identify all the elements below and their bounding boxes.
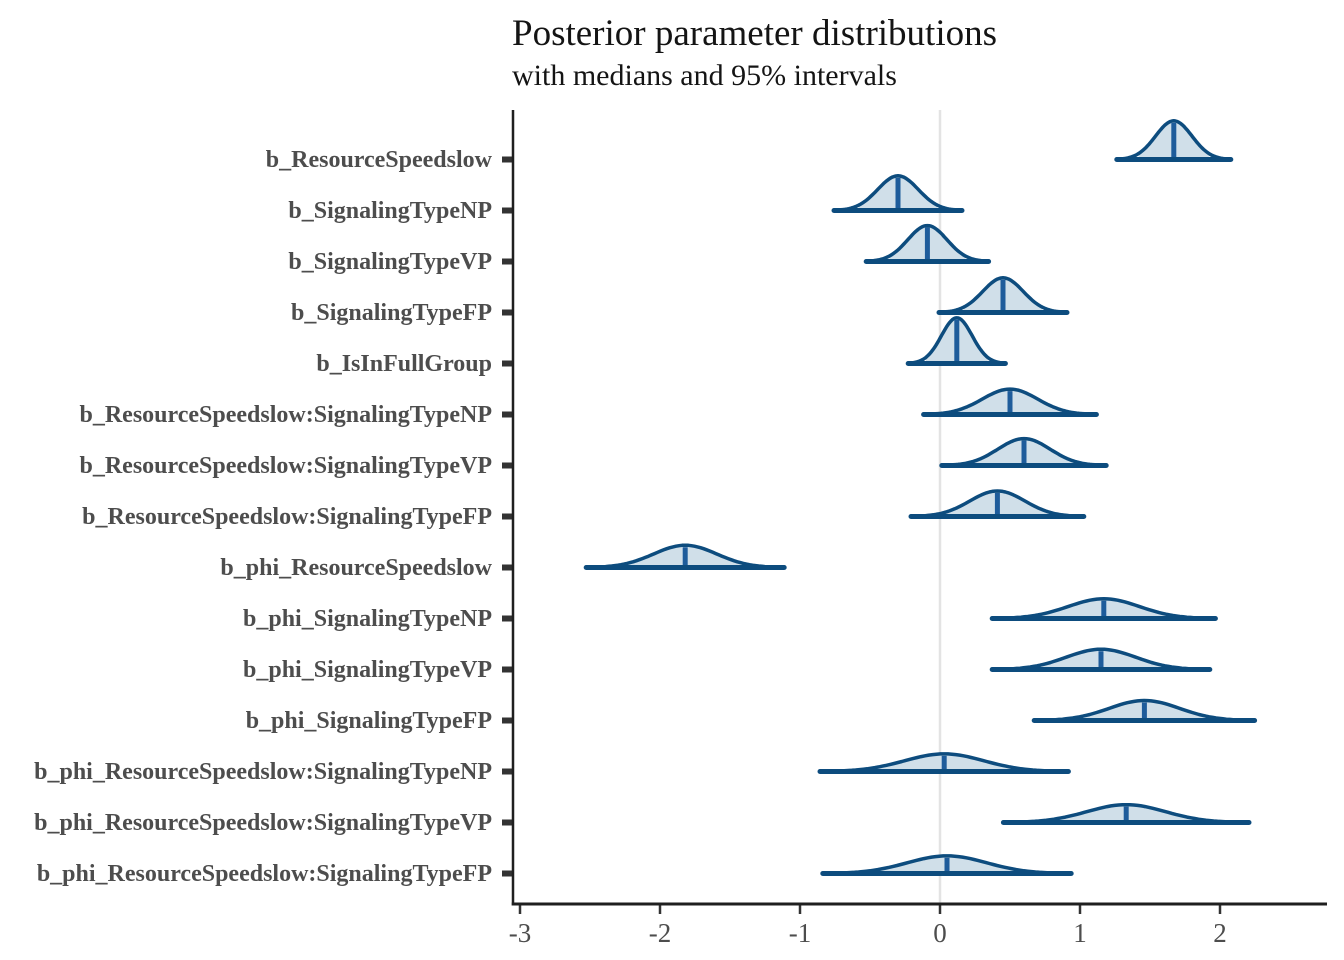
density-outline xyxy=(941,436,1107,468)
y-axis-label: b_ResourceSpeedslow xyxy=(265,146,492,173)
density-row xyxy=(863,223,992,264)
plot-subtitle: with medians and 95% intervals xyxy=(512,59,897,92)
density-outline xyxy=(922,387,1098,417)
y-axis-label: b_phi_SignalingTypeNP xyxy=(243,605,492,632)
y-axis-label: b_phi_SignalingTypeFP xyxy=(245,707,492,734)
x-tick-label: -1 xyxy=(789,918,812,948)
density-row xyxy=(831,174,965,213)
x-tick-label: 1 xyxy=(1073,918,1087,948)
y-axis-label: b_phi_ResourceSpeedslow:SignalingTypeNP xyxy=(34,758,492,785)
y-axis-label: b_ResourceSpeedslow:SignalingTypeNP xyxy=(79,401,493,428)
y-axis-label: b_phi_ResourceSpeedslow:SignalingTypeFP xyxy=(36,860,492,887)
density-row xyxy=(939,436,1109,468)
y-axis-label: b_SignalingTypeNP xyxy=(288,197,492,224)
density-row xyxy=(936,276,1070,315)
density-row xyxy=(583,543,787,570)
density-row xyxy=(908,489,1087,519)
density-row xyxy=(820,854,1074,876)
y-axis-label: b_ResourceSpeedslow:SignalingTypeFP xyxy=(82,503,492,530)
density-row xyxy=(1000,802,1252,825)
y-axis-label: b_SignalingTypeFP xyxy=(291,299,492,326)
x-tick-label: -2 xyxy=(649,918,672,948)
x-tick-label: 0 xyxy=(933,918,947,948)
y-axis-label: b_phi_ResourceSpeedslow xyxy=(220,554,492,581)
density-outline xyxy=(585,543,785,570)
density-row xyxy=(921,387,1099,417)
x-tick-label: -3 xyxy=(509,918,532,948)
y-axis-labels: b_ResourceSpeedslow b_SignalingTypeNP b_Si… xyxy=(0,0,494,960)
density-row xyxy=(1114,119,1234,162)
y-axis-label: b_phi_SignalingTypeVP xyxy=(243,656,492,683)
x-tick-label: 2 xyxy=(1213,918,1227,948)
density-row xyxy=(989,647,1213,672)
y-axis-label: b_SignalingTypeVP xyxy=(288,248,492,275)
y-axis-label: b_phi_ResourceSpeedslow:SignalingTypeVP xyxy=(34,809,492,836)
density-outline xyxy=(910,489,1085,519)
y-axis-label: b_ResourceSpeedslow:SignalingTypeVP xyxy=(79,452,493,479)
density-row xyxy=(817,752,1071,774)
density-outline xyxy=(865,223,990,263)
density-row xyxy=(989,597,1218,621)
density-outline xyxy=(938,276,1068,314)
density-row xyxy=(1031,698,1258,723)
density-outline xyxy=(833,174,963,212)
density-row xyxy=(905,316,1008,366)
density-outline xyxy=(907,316,1007,365)
plot-title: Posterior parameter distributions xyxy=(512,13,998,54)
density-outline xyxy=(1116,119,1232,161)
y-axis-label: b_IsInFullGroup xyxy=(316,350,492,377)
